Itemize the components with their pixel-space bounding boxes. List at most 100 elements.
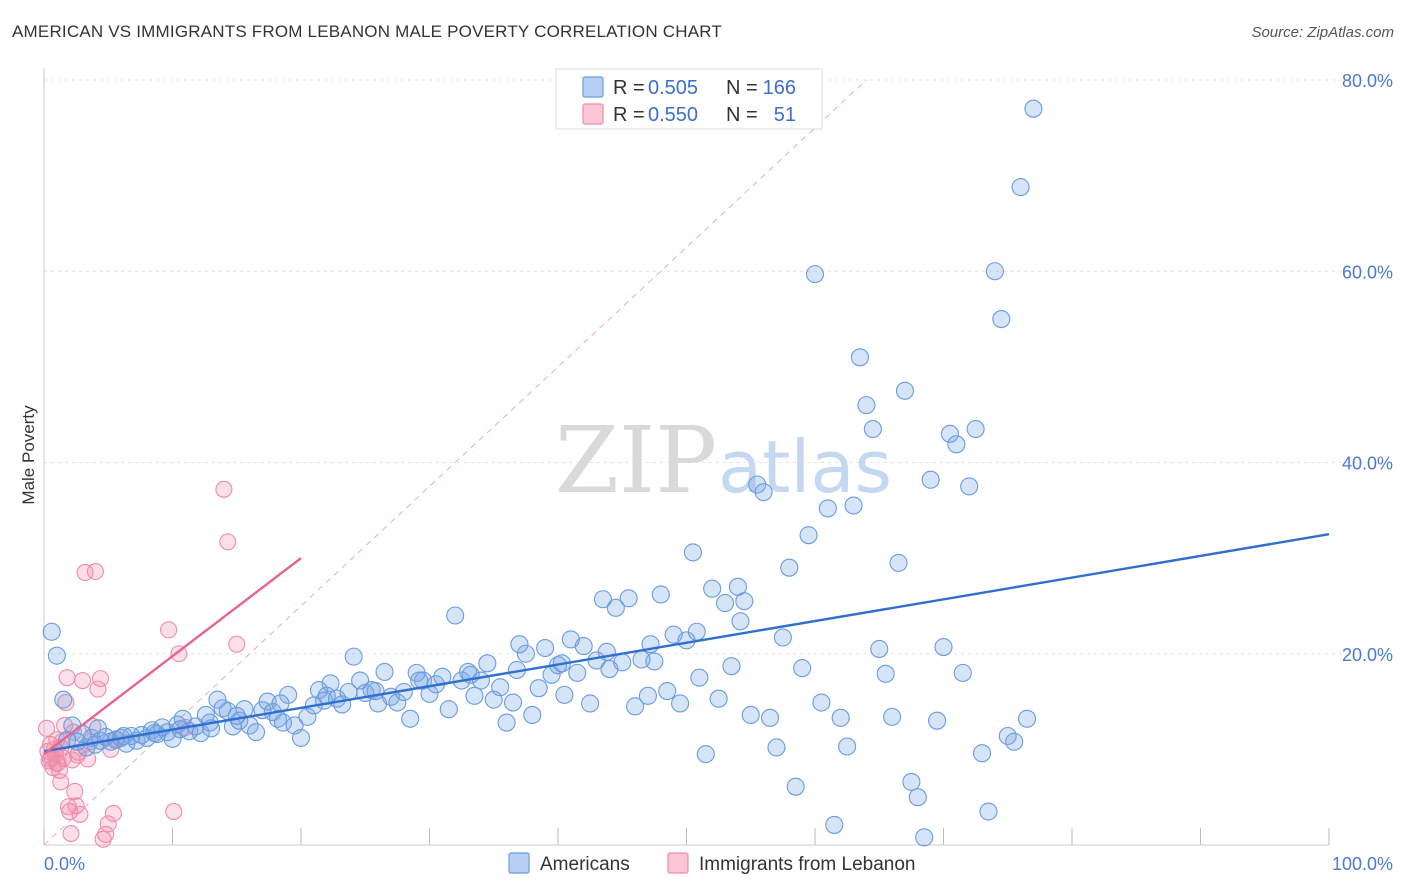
americans-point-86 <box>536 638 555 658</box>
americans-point-126 <box>793 659 812 678</box>
series-americans-points <box>42 99 1043 847</box>
americans-point-1 <box>47 646 66 665</box>
americans-point-127 <box>799 526 818 545</box>
lebanon-point-31 <box>86 562 104 581</box>
x-tick-label-1: 100.0% <box>1332 854 1393 874</box>
americans-point-149 <box>940 424 959 443</box>
americans-point-144 <box>908 788 927 807</box>
americans-point-100 <box>626 697 645 716</box>
series-lebanon-points <box>38 480 246 848</box>
americans-point-81 <box>503 693 523 712</box>
legend-r-label-americans: R = <box>613 77 645 99</box>
americans-point-135 <box>850 348 870 367</box>
americans-point-123 <box>773 628 792 647</box>
americans-point-131 <box>825 815 844 834</box>
lebanon-point-32 <box>89 680 107 698</box>
americans-point-162 <box>1024 99 1043 118</box>
americans-point-133 <box>838 737 857 756</box>
y-tick-label-2: 60.0% <box>1342 262 1393 282</box>
y-tick-labels: 20.0% 40.0% 60.0% 80.0% <box>1342 71 1393 665</box>
lebanon-point-18 <box>61 802 79 821</box>
legend-n-label-lebanon: N = <box>726 104 758 126</box>
watermark: ZIP atlas <box>555 407 892 514</box>
lebanon-point-28 <box>79 750 97 768</box>
x-tick-label-0: 0.0% <box>44 854 85 874</box>
legend-n-label-americans: N = <box>726 77 758 99</box>
americans-point-61 <box>375 662 394 681</box>
americans-point-120 <box>754 483 773 502</box>
americans-point-147 <box>928 711 947 730</box>
americans-point-99 <box>619 589 638 608</box>
americans-point-56 <box>344 647 363 666</box>
bottom-legend-swatch-americans <box>508 852 530 874</box>
lebanon-point-19 <box>62 824 80 843</box>
americans-point-71 <box>439 700 458 719</box>
lebanon-point-15 <box>57 693 75 712</box>
trend-line-lebanon <box>43 557 302 756</box>
americans-point-63 <box>388 693 407 712</box>
americans-point-33 <box>213 699 232 718</box>
americans-point-48 <box>298 707 317 726</box>
americans-point-97 <box>606 598 625 617</box>
y-axis-label: Male Poverty <box>19 405 38 505</box>
lebanon-point-23 <box>67 797 85 815</box>
bottom-legend-swatch-lebanon <box>667 852 689 874</box>
americans-point-152 <box>960 477 979 496</box>
americans-point-155 <box>979 802 998 821</box>
americans-point-146 <box>921 470 940 489</box>
lebanon-point-36 <box>99 815 117 833</box>
reference-diagonal <box>43 79 867 846</box>
americans-point-143 <box>902 772 921 791</box>
americans-point-159 <box>1005 732 1024 751</box>
americans-point-142 <box>895 381 915 400</box>
lebanon-point-35 <box>97 825 115 844</box>
lebanon-point-45 <box>219 533 237 551</box>
americans-point-163 <box>88 719 108 738</box>
bottom-legend-americans: Americans <box>540 854 630 875</box>
americans-point-145 <box>915 828 934 847</box>
trend-lines <box>43 533 1330 756</box>
americans-point-0 <box>42 622 61 641</box>
lebanon-point-46 <box>228 635 246 653</box>
americans-point-44 <box>273 713 293 732</box>
americans-point-138 <box>870 639 889 659</box>
americans-point-85 <box>529 679 548 698</box>
lebanon-point-41 <box>165 802 183 821</box>
americans-point-2 <box>54 690 73 709</box>
y-tick-label-3: 80.0% <box>1342 71 1393 91</box>
americans-point-130 <box>818 499 837 518</box>
bottom-legend: Americans Immigrants from Lebanon <box>508 852 916 875</box>
lebanon-point-42 <box>170 645 188 663</box>
americans-point-110 <box>690 668 709 687</box>
americans-point-80 <box>497 713 516 732</box>
americans-point-93 <box>581 694 600 713</box>
americans-point-157 <box>992 310 1011 329</box>
lebanon-point-33 <box>91 670 110 688</box>
americans-point-178 <box>687 622 706 641</box>
lebanon-point-11 <box>52 773 70 791</box>
legend-swatch-americans <box>582 76 604 98</box>
legend-n-value-americans: 166 <box>763 77 796 99</box>
americans-point-122 <box>767 738 786 757</box>
lebanon-point-0 <box>38 719 56 737</box>
americans-point-141 <box>889 553 908 572</box>
americans-point-79 <box>491 678 510 697</box>
watermark-atlas: atlas <box>718 425 892 509</box>
americans-point-92 <box>574 637 593 656</box>
americans-point-102 <box>638 686 658 705</box>
americans-point-179 <box>731 612 750 631</box>
americans-point-139 <box>876 664 895 683</box>
legend-swatch-lebanon <box>582 103 604 125</box>
americans-point-72 <box>446 606 465 625</box>
y-tick-label-1: 40.0% <box>1342 454 1393 474</box>
legend-r-label-lebanon: R = <box>613 104 645 126</box>
americans-point-91 <box>568 663 587 682</box>
americans-point-109 <box>683 543 702 562</box>
americans-point-129 <box>812 693 831 712</box>
americans-point-150 <box>947 435 966 454</box>
americans-point-65 <box>401 709 420 728</box>
americans-point-107 <box>671 694 690 713</box>
americans-point-168 <box>227 706 246 725</box>
x-tick-labels: 0.0% 100.0% <box>44 854 1393 874</box>
